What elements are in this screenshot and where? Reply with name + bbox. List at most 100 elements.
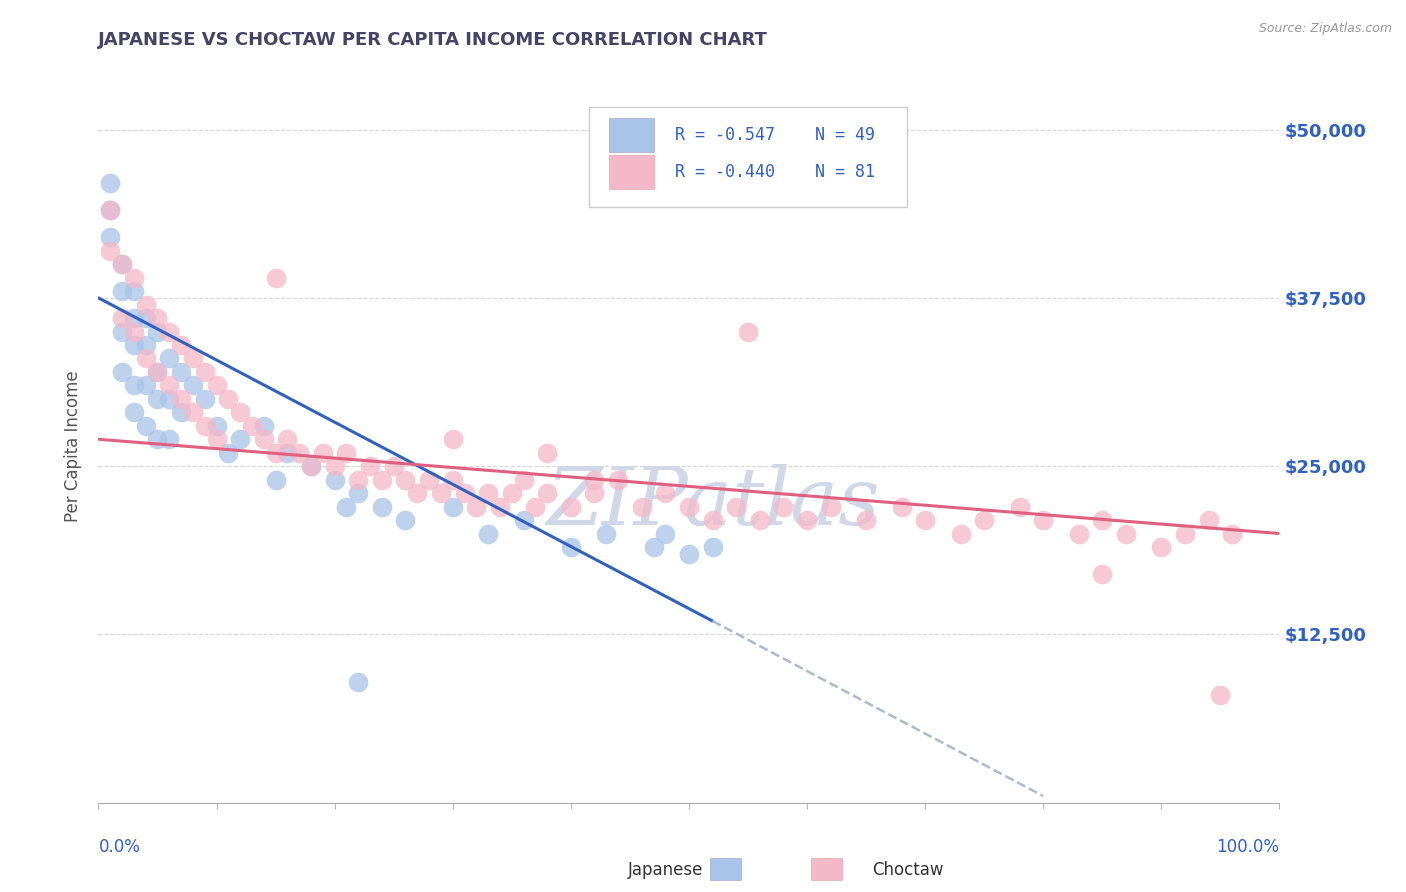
Point bbox=[299, 459, 322, 474]
Point bbox=[135, 298, 157, 312]
Point bbox=[949, 526, 972, 541]
Point bbox=[170, 405, 193, 419]
Point bbox=[111, 257, 134, 271]
Point bbox=[702, 513, 724, 527]
Point bbox=[737, 325, 759, 339]
Point bbox=[194, 365, 217, 379]
Point bbox=[111, 325, 134, 339]
Point bbox=[678, 547, 700, 561]
Point bbox=[146, 365, 169, 379]
Text: ZIPatlas: ZIPatlas bbox=[546, 465, 879, 541]
Point bbox=[1115, 526, 1137, 541]
Point bbox=[1032, 513, 1054, 527]
Point bbox=[820, 500, 842, 514]
Point bbox=[170, 392, 193, 406]
Point bbox=[111, 365, 134, 379]
Point bbox=[1091, 513, 1114, 527]
Point bbox=[98, 177, 121, 191]
Point bbox=[264, 270, 287, 285]
FancyBboxPatch shape bbox=[609, 118, 654, 152]
Text: R = -0.440    N = 81: R = -0.440 N = 81 bbox=[675, 163, 875, 181]
Point bbox=[394, 473, 416, 487]
Point bbox=[205, 418, 228, 433]
Point bbox=[796, 513, 818, 527]
Point bbox=[157, 392, 180, 406]
Point bbox=[111, 311, 134, 326]
Point bbox=[146, 325, 169, 339]
Text: 100.0%: 100.0% bbox=[1216, 838, 1279, 856]
Point bbox=[122, 284, 145, 298]
Point bbox=[111, 284, 134, 298]
Point bbox=[560, 500, 582, 514]
FancyBboxPatch shape bbox=[589, 107, 907, 207]
Point bbox=[205, 432, 228, 446]
Point bbox=[122, 311, 145, 326]
Point bbox=[122, 405, 145, 419]
Point bbox=[477, 526, 499, 541]
Point bbox=[748, 513, 770, 527]
Point bbox=[512, 513, 534, 527]
Point bbox=[335, 500, 357, 514]
Point bbox=[371, 473, 394, 487]
Point bbox=[1091, 566, 1114, 581]
Point bbox=[217, 392, 239, 406]
Point bbox=[678, 500, 700, 514]
Point bbox=[157, 378, 180, 392]
Point bbox=[477, 486, 499, 500]
Point bbox=[914, 513, 936, 527]
Point bbox=[276, 432, 298, 446]
Point bbox=[323, 459, 346, 474]
Point bbox=[489, 500, 512, 514]
Point bbox=[157, 432, 180, 446]
Point bbox=[253, 432, 276, 446]
Point bbox=[335, 446, 357, 460]
Point bbox=[630, 500, 652, 514]
Point bbox=[157, 325, 180, 339]
Point bbox=[135, 418, 157, 433]
Point bbox=[135, 338, 157, 352]
Point bbox=[1174, 526, 1197, 541]
Point bbox=[217, 446, 239, 460]
Point bbox=[441, 500, 464, 514]
Point bbox=[441, 432, 464, 446]
Point bbox=[643, 540, 665, 554]
Point bbox=[253, 418, 276, 433]
Point bbox=[276, 446, 298, 460]
Point bbox=[453, 486, 475, 500]
Point bbox=[98, 230, 121, 244]
Point bbox=[890, 500, 912, 514]
Text: JAPANESE VS CHOCTAW PER CAPITA INCOME CORRELATION CHART: JAPANESE VS CHOCTAW PER CAPITA INCOME CO… bbox=[98, 31, 768, 49]
Point bbox=[607, 473, 630, 487]
Point bbox=[1150, 540, 1173, 554]
Point bbox=[194, 392, 217, 406]
Point bbox=[264, 473, 287, 487]
Point bbox=[98, 203, 121, 218]
Point bbox=[146, 365, 169, 379]
Point bbox=[229, 432, 252, 446]
Point bbox=[181, 351, 204, 366]
Point bbox=[441, 473, 464, 487]
Point bbox=[583, 486, 606, 500]
Point bbox=[135, 311, 157, 326]
Point bbox=[725, 500, 748, 514]
Point bbox=[299, 459, 322, 474]
Point bbox=[654, 486, 676, 500]
Point bbox=[122, 338, 145, 352]
Point bbox=[323, 473, 346, 487]
Point bbox=[347, 486, 370, 500]
Point bbox=[170, 338, 193, 352]
Point bbox=[371, 500, 394, 514]
Point bbox=[264, 446, 287, 460]
Point bbox=[654, 526, 676, 541]
Point bbox=[560, 540, 582, 554]
Text: 0.0%: 0.0% bbox=[98, 838, 141, 856]
Point bbox=[536, 486, 558, 500]
Point bbox=[194, 418, 217, 433]
FancyBboxPatch shape bbox=[609, 155, 654, 189]
Point bbox=[98, 244, 121, 258]
Point bbox=[536, 446, 558, 460]
Point bbox=[382, 459, 405, 474]
Point bbox=[146, 311, 169, 326]
Point bbox=[524, 500, 547, 514]
Point bbox=[394, 513, 416, 527]
